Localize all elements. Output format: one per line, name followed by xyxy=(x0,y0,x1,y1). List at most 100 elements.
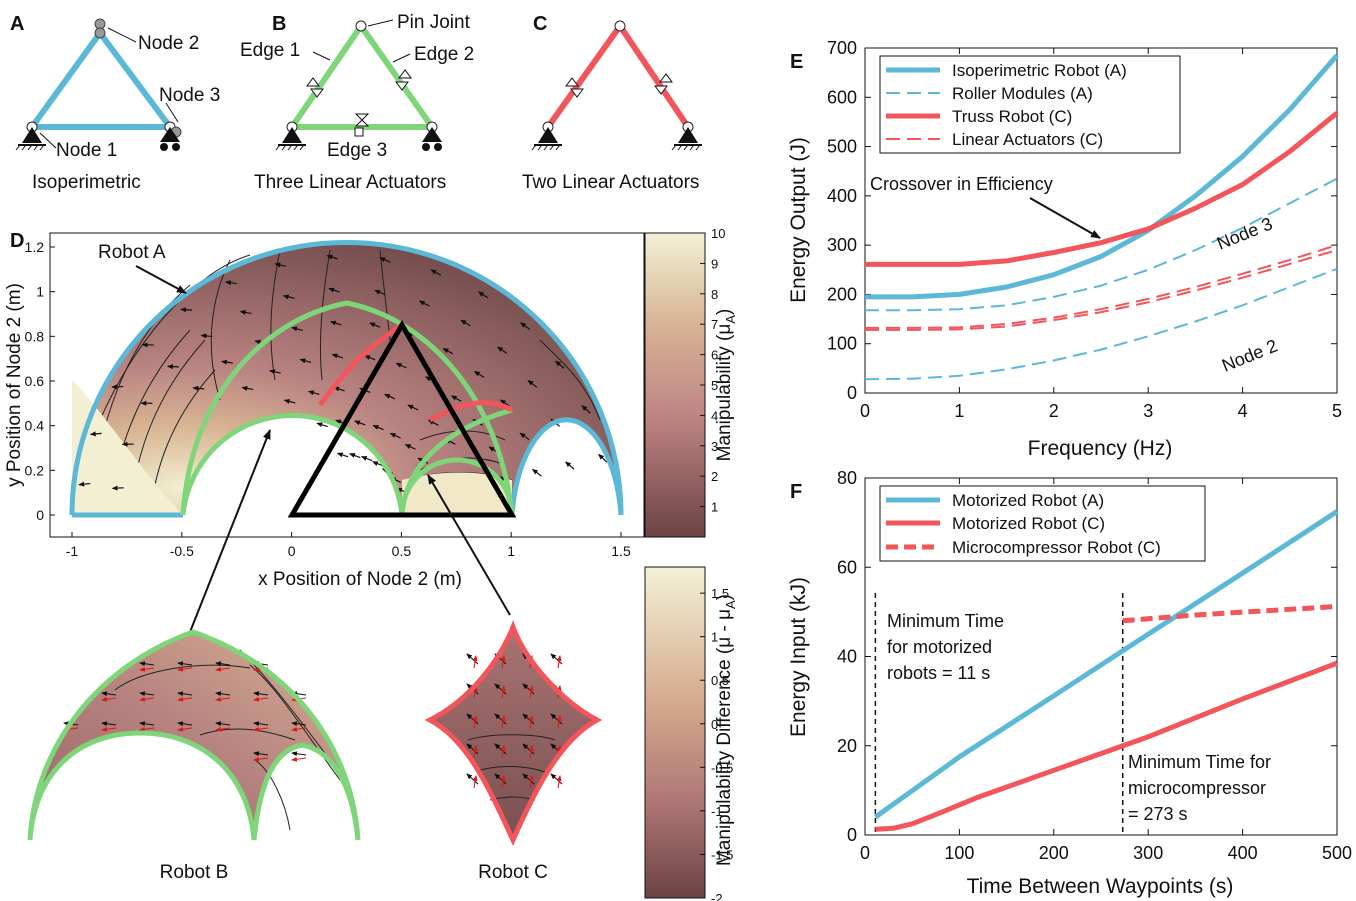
field-vector-red xyxy=(139,666,155,672)
field-vector xyxy=(598,453,608,463)
field-vector-red xyxy=(253,726,269,732)
actuator-edge2-icon xyxy=(395,69,412,91)
node2-roller-bottom xyxy=(94,27,106,39)
field-vector xyxy=(215,661,231,667)
robot-b-boundary xyxy=(180,300,515,516)
y-tick-label: 100 xyxy=(827,334,857,354)
y-tick-label: 700 xyxy=(827,38,857,58)
cb2-tick-label: 1.5 xyxy=(711,586,729,601)
field-vector-red xyxy=(215,696,231,702)
robot-b-label: Robot B xyxy=(160,862,229,883)
pin-support-icon xyxy=(275,127,306,151)
e-crossover-annotation: Crossover in Efficiency xyxy=(870,174,1053,194)
pin-support-icon xyxy=(671,127,702,151)
f-motorized-min-time-annotation: Minimum Time for motorized robots = 11 s xyxy=(887,611,1009,683)
node1-leader xyxy=(39,132,57,149)
field-vector xyxy=(466,653,479,665)
field-vector xyxy=(430,269,442,276)
f-y-tick-labels: 0 20 40 60 80 xyxy=(837,468,1337,845)
actuator-c2-icon xyxy=(654,73,673,95)
field-vector xyxy=(253,751,269,757)
d-x-axis-label: x Position of Node 2 (m) xyxy=(258,569,462,590)
field-vector xyxy=(550,713,563,725)
e-node2-annotation: Node 2 xyxy=(1219,335,1280,375)
field-vector xyxy=(89,431,102,437)
e-legend-label-4: Linear Actuators (C) xyxy=(952,130,1103,149)
field-vector xyxy=(522,743,535,755)
field-vector xyxy=(253,721,269,727)
e-x-tick-labels: 0 1 2 3 4 5 xyxy=(860,48,1342,421)
field-vector xyxy=(496,346,508,354)
field-vector xyxy=(177,661,193,667)
series-line-1 xyxy=(865,177,1338,312)
field-vector-red xyxy=(177,666,193,672)
two-actuator-frame xyxy=(545,24,691,129)
field-vector-red xyxy=(101,696,117,702)
panel-b: B xyxy=(240,12,474,193)
colorbar-2-label: Manipulability Difference (μ - μA) xyxy=(714,594,738,866)
cb1-tick-label: 7 xyxy=(711,317,718,332)
field-vector xyxy=(499,399,511,407)
field-vector xyxy=(519,432,530,441)
cb2-tick-label: -1.5 xyxy=(711,847,733,862)
pin-joint-node xyxy=(355,20,367,32)
pin-support-icon xyxy=(15,127,46,151)
field-vector-red xyxy=(500,655,506,669)
field-vector xyxy=(527,380,538,388)
edge1-leader xyxy=(312,51,331,61)
f-microcompressor-min-time-annotation: Minimum Time for microcompressor = 273 s xyxy=(1128,752,1276,824)
field-vector xyxy=(494,683,507,695)
roller-support-icon xyxy=(422,127,442,151)
d-y-axis-label: y Position of Node 2 (m) xyxy=(4,283,25,487)
field-vector xyxy=(215,691,231,697)
field-vector-red xyxy=(291,756,307,762)
d-x-tick-label: -0.5 xyxy=(170,543,194,559)
f-x-tick-labels: 0 100 200 300 400 500 xyxy=(860,478,1352,863)
panel-c: C Two Linear Actuators xyxy=(522,13,702,193)
colorbar-1-label: Manipulability (μA) xyxy=(714,309,738,462)
field-vector xyxy=(466,743,479,755)
field-vector-red xyxy=(177,726,193,732)
field-vector-red xyxy=(472,715,478,729)
colorbar-manipulability-difference xyxy=(644,566,706,899)
x-tick-label: 0 xyxy=(860,401,870,421)
field-vector xyxy=(139,721,155,727)
series-line-5 xyxy=(865,249,1338,331)
field-vector-red xyxy=(139,726,155,732)
x-tick-label: 300 xyxy=(1133,843,1163,863)
field-vector-red xyxy=(291,726,307,732)
y-tick-label: 0 xyxy=(847,825,857,845)
nominal-triangle xyxy=(287,320,517,518)
field-vector xyxy=(494,773,507,785)
field-vector xyxy=(494,743,507,755)
field-vector-red xyxy=(528,715,534,729)
field-vector xyxy=(554,360,565,369)
cb1-tick-label: 5 xyxy=(711,378,718,393)
high-manipulability-region xyxy=(72,380,183,515)
actuator-c1-icon xyxy=(565,77,584,98)
node3-label: Node 3 xyxy=(159,85,220,106)
robot-c-boundary xyxy=(317,322,514,423)
cb1-tick-label: 10 xyxy=(711,226,725,241)
robot-a-boundary xyxy=(69,240,624,518)
d-x-tick-labels: -1 -0.5 0 0.5 1 1.5 xyxy=(66,532,631,559)
d-axes-box xyxy=(49,232,645,538)
x-tick-label: 0 xyxy=(860,843,870,863)
field-vector xyxy=(328,287,340,293)
field-vector-red xyxy=(101,726,117,732)
vector-field-arrows xyxy=(78,254,608,494)
d-x-tick-label: -1 xyxy=(66,543,79,559)
field-vector-red xyxy=(472,745,478,759)
node2-label: Node 2 xyxy=(138,33,199,54)
field-vector-red xyxy=(500,745,506,759)
field-vector xyxy=(442,348,454,355)
field-vector xyxy=(404,443,416,450)
field-vector xyxy=(166,364,179,370)
field-vector xyxy=(215,721,231,727)
series-line-2 xyxy=(864,267,1338,381)
field-vector-red xyxy=(528,775,534,789)
field-vector xyxy=(407,404,419,411)
cb1-tick-label: 1 xyxy=(711,500,718,515)
field-vector xyxy=(177,691,193,697)
field-vector xyxy=(224,280,237,286)
